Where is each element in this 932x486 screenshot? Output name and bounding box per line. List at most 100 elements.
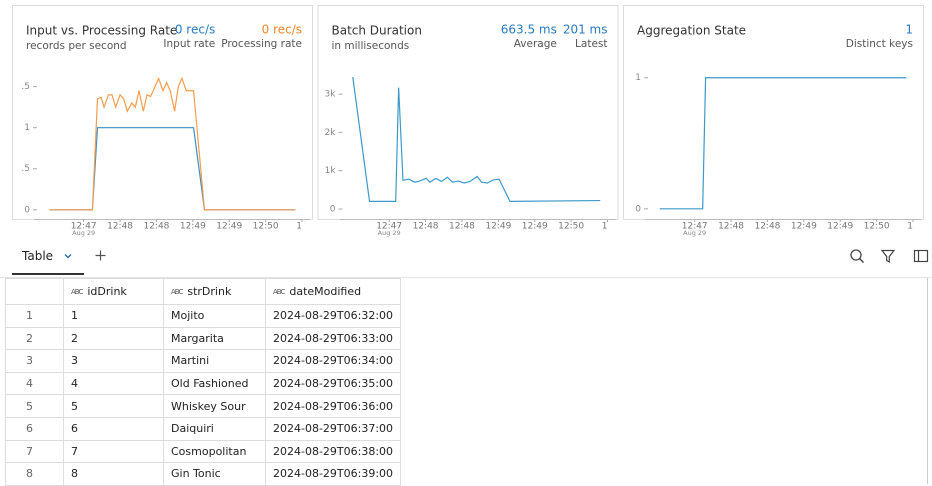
stat-label: Processing rate bbox=[221, 38, 302, 50]
table-cell: 2024-08-29T06:32:00 bbox=[264, 304, 402, 328]
x-tick-label: 12:49 bbox=[522, 222, 548, 232]
x-tick-label: 12:47 bbox=[376, 222, 402, 232]
y-tick-label: 0 bbox=[635, 204, 641, 214]
column-name: idDrink bbox=[87, 285, 127, 298]
table-cell: Whiskey Sour bbox=[163, 394, 266, 418]
row-number: 5 bbox=[5, 394, 64, 418]
stat-label: Average bbox=[514, 38, 557, 50]
tab[interactable]: Table bbox=[22, 249, 54, 263]
table-cell: 7 bbox=[63, 439, 164, 464]
x-tick-label: 12:49 bbox=[485, 222, 511, 232]
results-table: ABC idDrink ABC strDrink ABC dateModified 1 1 Mo… bbox=[5, 278, 402, 486]
table-row: 4 4 Old Fashioned 2024-08-29T06:35:00 bbox=[5, 371, 402, 396]
row-number: 4 bbox=[5, 371, 64, 396]
column-name: strDrink bbox=[187, 285, 232, 298]
table-cell: 2024-08-29T06:37:00 bbox=[264, 416, 402, 441]
x-tick-label: 12:48 bbox=[143, 222, 169, 232]
x-tick-label: 12:49 bbox=[791, 222, 817, 232]
table-row: 3 3 Martini 2024-08-29T06:34:00 bbox=[5, 349, 402, 373]
row-number: 6 bbox=[5, 416, 64, 441]
tab-menu-chevron[interactable] bbox=[62, 250, 74, 262]
table-cell: 3 bbox=[63, 349, 164, 373]
y-tick-label: 1 bbox=[24, 123, 30, 133]
table-cell: 6 bbox=[63, 416, 164, 441]
corner-cell bbox=[5, 278, 64, 305]
table-row: 2 2 Margarita 2024-08-29T06:33:00 bbox=[5, 326, 402, 351]
x-tick-label: 12:49 bbox=[180, 222, 206, 232]
row-number: 1 bbox=[5, 304, 64, 328]
x-tick-sublabel: Aug 29 bbox=[378, 229, 401, 237]
table-cell: 5 bbox=[63, 394, 164, 418]
table-cell: 2024-08-29T06:36:00 bbox=[264, 394, 402, 418]
chart-panel bbox=[317, 5, 619, 220]
chart-title: Aggregation State bbox=[637, 24, 746, 38]
table-row: 5 5 Whiskey Sour 2024-08-29T06:36:00 bbox=[5, 394, 402, 418]
row-number: 2 bbox=[5, 326, 64, 351]
column-header: ABC strDrink bbox=[163, 278, 266, 305]
series-line bbox=[352, 76, 601, 202]
y-tick-label: .5 bbox=[21, 164, 30, 174]
table-row: 1 1 Mojito 2024-08-29T06:32:00 bbox=[5, 304, 402, 328]
table-row: 8 8 Gin Tonic 2024-08-29T06:39:00 bbox=[5, 462, 402, 486]
column-type-icon: ABC bbox=[273, 288, 285, 296]
x-tick-label: 12:49 bbox=[827, 222, 853, 232]
series-line bbox=[659, 77, 907, 210]
stat-label: Distinct keys bbox=[846, 38, 913, 50]
header-row: ABC idDrink ABC strDrink ABC dateModified bbox=[5, 278, 402, 305]
chart-panel bbox=[12, 5, 313, 220]
chart-panel bbox=[623, 5, 924, 220]
x-tick-label: 12:48 bbox=[718, 222, 744, 232]
stat-value: 201 ms bbox=[563, 23, 608, 37]
y-tick-label: 0 bbox=[24, 205, 30, 215]
x-tick-label: 12:47 bbox=[682, 222, 708, 232]
series-line bbox=[49, 127, 296, 211]
x-tick-label: 1 bbox=[907, 222, 913, 232]
panel-icon[interactable] bbox=[913, 248, 929, 264]
stat-value: 1 bbox=[905, 23, 913, 37]
x-tick-label: 12:49 bbox=[216, 222, 242, 232]
table-cell: 2024-08-29T06:33:00 bbox=[264, 326, 402, 351]
row-number: 7 bbox=[5, 439, 64, 464]
table-cell: Daiquiri bbox=[163, 416, 266, 441]
x-tick-sublabel: Aug 29 bbox=[683, 229, 706, 237]
charts: Input vs. Processing Rate records per sec… bbox=[12, 5, 924, 237]
column-type-icon: ABC bbox=[171, 288, 183, 296]
table-cell: 2024-08-29T06:34:00 bbox=[264, 349, 402, 373]
column-name: dateModified bbox=[289, 285, 362, 298]
y-tick-label: 2k bbox=[325, 128, 337, 138]
table-cell: 2 bbox=[63, 326, 164, 351]
tab-underline bbox=[12, 273, 84, 275]
table-cell: Martini bbox=[163, 349, 266, 373]
y-tick-label: 1 bbox=[635, 73, 641, 83]
table-cell: 1 bbox=[63, 304, 164, 328]
x-tick-label: 12:48 bbox=[449, 222, 475, 232]
x-tick-label: 12:50 bbox=[253, 222, 279, 232]
chart-subtitle: records per second bbox=[26, 40, 127, 52]
x-tick-label: 1 bbox=[296, 222, 302, 232]
table-cell: 8 bbox=[63, 462, 164, 486]
stat-label: Latest bbox=[575, 38, 607, 50]
x-tick-label: 1 bbox=[602, 222, 608, 232]
x-tick-label: 12:48 bbox=[413, 222, 439, 232]
table-cell: Old Fashioned bbox=[163, 371, 266, 396]
filter-icon[interactable] bbox=[880, 248, 896, 264]
tab-bar: Table bbox=[0, 240, 932, 278]
column-header: ABC dateModified bbox=[264, 278, 402, 305]
x-tick-label: 12:48 bbox=[754, 222, 780, 232]
table-row: 7 7 Cosmopolitan 2024-08-29T06:38:00 bbox=[5, 439, 402, 464]
table-row: 6 6 Daiquiri 2024-08-29T06:37:00 bbox=[5, 416, 402, 441]
table-cell: Gin Tonic bbox=[163, 462, 266, 486]
table-cell: Cosmopolitan bbox=[163, 439, 266, 464]
stat-value: 0 rec/s bbox=[262, 23, 302, 37]
column-header: ABC idDrink bbox=[63, 278, 164, 305]
table-cell: Mojito bbox=[163, 304, 266, 328]
chart-subtitle: in milliseconds bbox=[332, 40, 410, 52]
row-number: 8 bbox=[5, 462, 64, 486]
stat-value: 0 rec/s bbox=[175, 23, 215, 37]
x-tick-sublabel: Aug 29 bbox=[72, 229, 95, 237]
y-tick-label: 0 bbox=[330, 205, 336, 215]
add-tab[interactable] bbox=[94, 249, 107, 262]
search-icon[interactable] bbox=[849, 248, 865, 264]
chart-title: Batch Duration bbox=[332, 24, 422, 38]
